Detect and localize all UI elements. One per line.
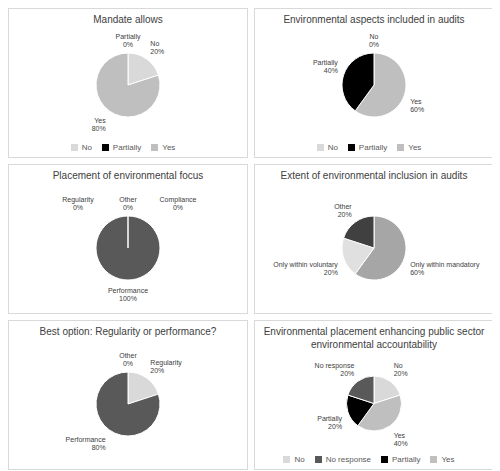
- svg-text:Regularity0%: Regularity0%: [62, 196, 94, 211]
- html-text:Best option: Regularity or per: Best option: Regularity or performance?: [39, 326, 217, 337]
- html-text:Placement of environmental foc: Placement of environmental focus: [52, 170, 204, 181]
- svg-text:Regularity20%: Regularity20%: [150, 359, 182, 374]
- html-text:Yes: Yes: [441, 455, 455, 464]
- html-text:Mandate allows: Mandate allows: [93, 14, 163, 25]
- svg-text:Partially0%: Partially0%: [116, 33, 141, 48]
- svg-text:Yes60%: Yes60%: [410, 98, 424, 113]
- svg-text:Other20%: Other20%: [334, 203, 352, 218]
- svg-text:Performance100%: Performance100%: [108, 287, 148, 302]
- svg-text:No20%: No20%: [394, 362, 408, 377]
- html-text:Partially: Partially: [358, 143, 388, 152]
- svg-text:Performance80%: Performance80%: [66, 436, 106, 451]
- html-text:Partially: Partially: [112, 143, 142, 152]
- svg-text:No response20%: No response20%: [315, 362, 355, 377]
- html-text:Yes: Yes: [408, 143, 422, 152]
- html-text:Environmental aspects included: Environmental aspects included in audits: [283, 14, 465, 25]
- svg-text:No0%: No0%: [369, 33, 379, 48]
- svg-text:Other0%: Other0%: [119, 352, 137, 367]
- html-text:No: No: [81, 143, 92, 152]
- svg-text:Other0%: Other0%: [119, 196, 137, 211]
- svg-text:Yes40%: Yes40%: [394, 432, 408, 447]
- svg-text:Yes80%: Yes80%: [92, 117, 107, 132]
- html-text:No response: No response: [325, 455, 371, 464]
- svg-text:Partially20%: Partially20%: [317, 415, 342, 430]
- html-text:Yes: Yes: [162, 143, 176, 152]
- html-text:Partially: Partially: [392, 455, 421, 464]
- html-text:No: No: [327, 143, 338, 152]
- svg-text:No20%: No20%: [150, 40, 164, 55]
- html-text:Extent of environmental inclus: Extent of environmental inclusion in aud…: [280, 170, 468, 181]
- svg-text:Partially40%: Partially40%: [313, 59, 338, 74]
- html-text:Environmental placement enhanc: Environmental placement enhancing public…: [263, 326, 485, 350]
- svg-text:Only within mandatory60%: Only within mandatory60%: [410, 261, 480, 276]
- svg-text:Compliance0%: Compliance0%: [160, 196, 197, 211]
- html-text:No: No: [294, 455, 305, 464]
- svg-text:Only within voluntary20%: Only within voluntary20%: [273, 261, 338, 276]
